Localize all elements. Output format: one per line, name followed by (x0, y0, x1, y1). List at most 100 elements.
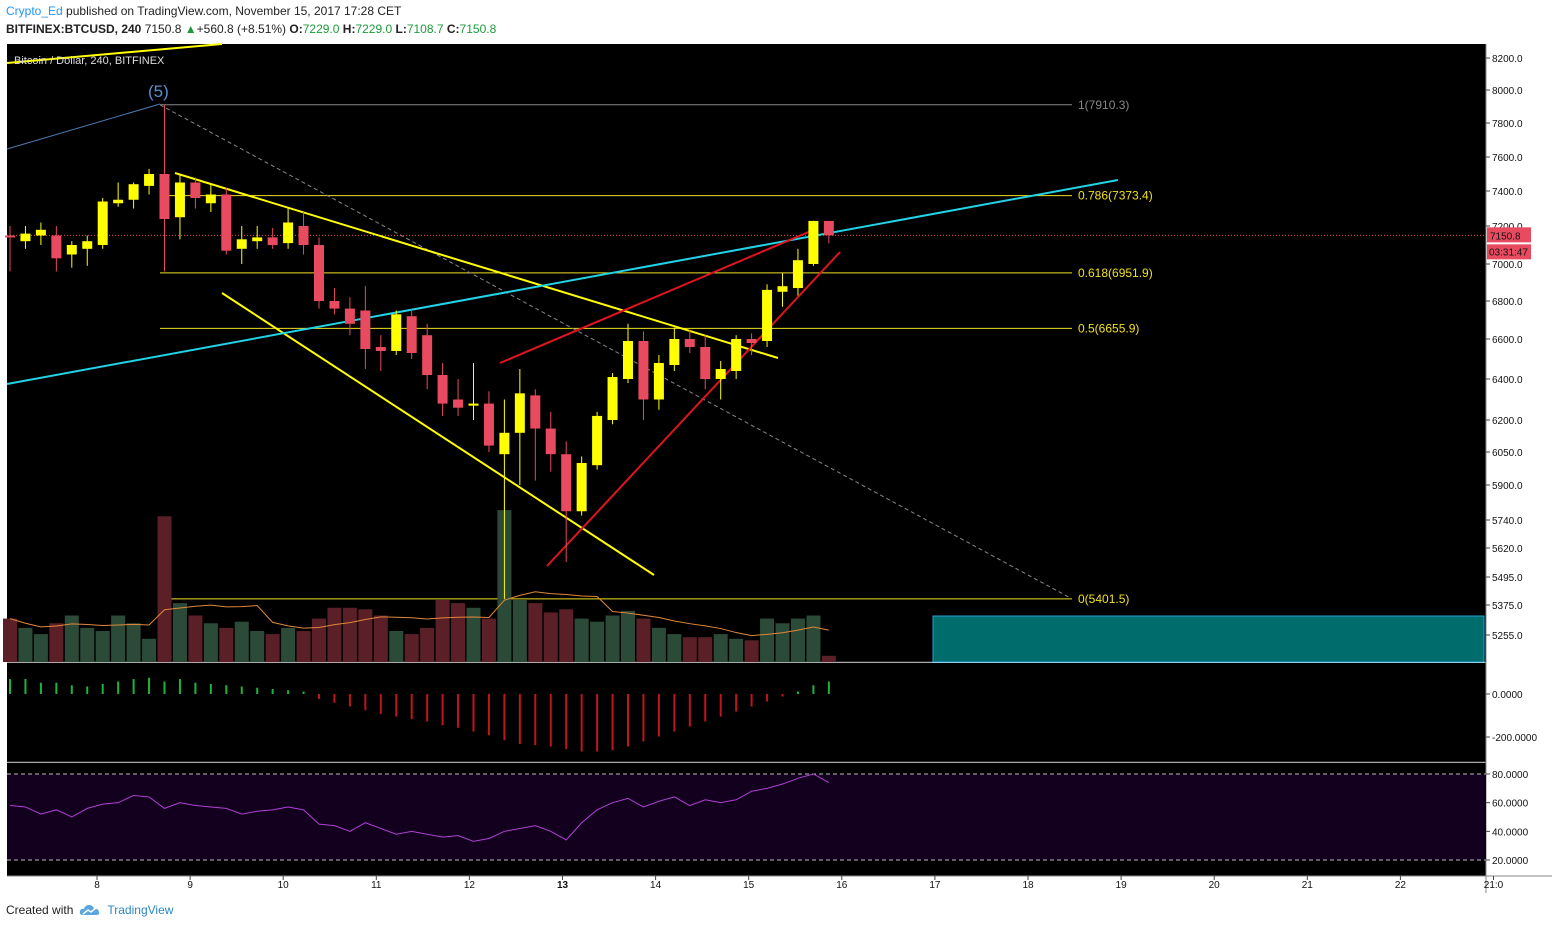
price-tick-label: 8000.0 (1492, 86, 1523, 97)
candle-body (715, 369, 726, 379)
volume-bar (729, 638, 744, 662)
volume-bar (698, 637, 713, 662)
volume-bar (265, 634, 280, 662)
volume-bar (80, 627, 95, 662)
price-tick-label: 6200.0 (1492, 416, 1523, 427)
candle-body (267, 237, 278, 245)
price-tick-label: 5495.0 (1492, 573, 1523, 584)
current-price-label: 7150.8 (1490, 231, 1521, 242)
volume-bar (342, 607, 357, 662)
tradingview-link[interactable]: TradingView (107, 903, 174, 917)
candle-body (5, 235, 15, 238)
countdown-label: 03:31:47 (1489, 247, 1528, 258)
candle-body (113, 199, 124, 204)
time-tick-label: 14 (650, 880, 662, 891)
rsi-tick-label: 60.0000 (1492, 799, 1529, 810)
time-tick-label: 21 (1302, 880, 1314, 891)
time-tick-label: 11 (371, 880, 382, 891)
candle-body (530, 395, 541, 429)
current-price-badge (1487, 227, 1531, 243)
volume-bar (682, 637, 697, 662)
candle-body (174, 182, 185, 218)
symbol-label: BITFINEX:BTCUSD, 240 (6, 22, 142, 36)
tradingview-cloud-icon (80, 905, 100, 915)
price-tick-label: 7400.0 (1492, 187, 1523, 198)
candle-body (190, 182, 201, 198)
time-tick-label: 21:0 (1484, 880, 1504, 891)
candle-body (221, 194, 232, 251)
volume-bar (327, 607, 342, 662)
candle-body (561, 454, 572, 512)
projection-box (932, 615, 1485, 663)
candle-body (298, 226, 309, 245)
time-tick-label: 13 (557, 880, 569, 891)
chart-legend: Bitcoin / Dollar, 240, BITFINEX (14, 55, 165, 67)
volume-bar (33, 634, 48, 662)
volume-bar (651, 627, 666, 662)
fib-level-label: 0.786(7373.4) (1078, 189, 1153, 203)
candle-body (684, 339, 695, 347)
candle-body (236, 239, 247, 249)
candle-body (669, 339, 680, 365)
volume-bar (358, 609, 373, 662)
fib-level-label: 0(5401.5) (1078, 592, 1129, 606)
volume-bar (234, 621, 249, 662)
trendline-top-left (6, 43, 223, 64)
volume-bar (420, 627, 435, 662)
price-tick-label: 7000.0 (1492, 260, 1523, 271)
time-tick-label: 20 (1209, 880, 1221, 891)
candle-body (607, 377, 618, 420)
low-value: 7108.7 (406, 22, 444, 36)
published-text: published on TradingView.com, November 1… (66, 4, 402, 18)
candle-body (453, 399, 464, 408)
candle-body (437, 375, 448, 404)
volume-bar (404, 634, 419, 662)
volume-bar (373, 615, 388, 662)
volume-bar (64, 615, 79, 662)
volume-bar (466, 607, 481, 662)
price-tick-label: 5375.0 (1492, 601, 1523, 612)
candle-body (468, 403, 479, 406)
time-tick-label: 19 (1116, 880, 1128, 891)
volume-bar (435, 600, 450, 662)
volume-bar (142, 638, 157, 662)
volume-bar (95, 631, 110, 662)
candle-body (592, 415, 603, 466)
price-tick-label: 5900.0 (1492, 481, 1523, 492)
price-tick-label: 6050.0 (1492, 448, 1523, 459)
candle-body (422, 335, 433, 375)
volume-bar (172, 603, 187, 662)
low-label: L: (395, 22, 407, 36)
time-tick-label: 15 (743, 880, 755, 891)
candle-body (391, 314, 402, 351)
rsi-line (9, 773, 830, 842)
author-link[interactable]: Crypto_Ed (6, 4, 63, 18)
candle-body (792, 260, 803, 289)
candle-body (159, 174, 170, 219)
footer: Created with TradingView (6, 903, 173, 917)
volume-bar (605, 615, 620, 662)
volume-bar (250, 631, 265, 662)
candle-body (128, 184, 139, 200)
volume-bar (281, 627, 296, 662)
high-value: 7229.0 (355, 22, 393, 36)
candle-body (746, 339, 757, 343)
volume-bar (126, 623, 141, 662)
volume-bar (574, 618, 589, 662)
price-tick-label: 8200.0 (1492, 54, 1523, 65)
candle-body (700, 347, 711, 379)
candle-body (329, 301, 340, 309)
candle-body (483, 403, 494, 446)
volume-bar (775, 623, 790, 662)
candle-body (344, 308, 355, 324)
candle-body (653, 363, 664, 400)
volume-bar (713, 634, 728, 662)
time-tick-label: 16 (836, 880, 848, 891)
time-tick-label: 12 (464, 880, 476, 891)
last-price: 7150.8 (144, 22, 182, 36)
candle-body (314, 245, 324, 301)
volume-bar (806, 615, 821, 662)
candle-body (623, 341, 633, 379)
candle-body (283, 222, 294, 244)
